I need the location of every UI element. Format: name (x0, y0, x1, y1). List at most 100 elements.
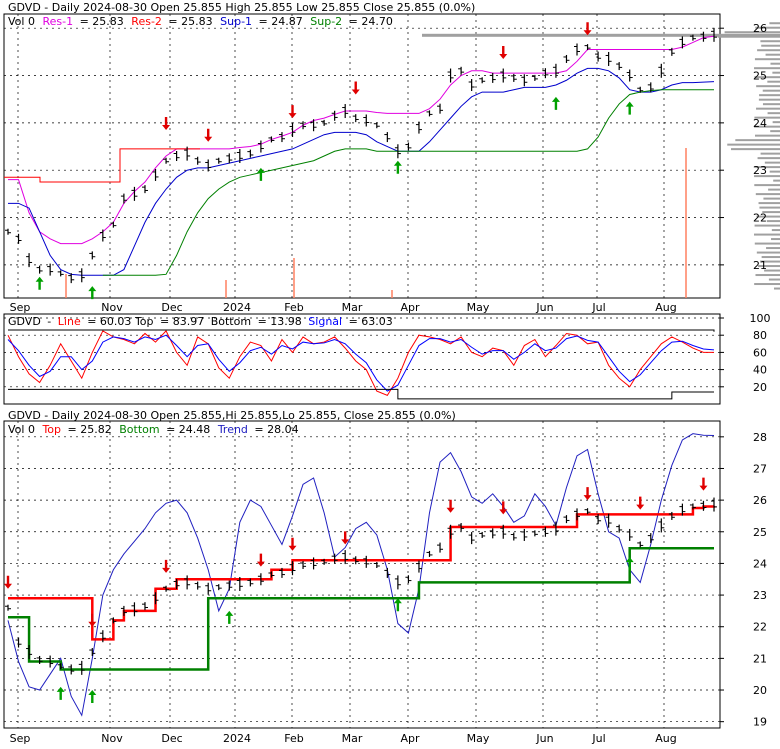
volume-profile-bar (755, 26, 780, 29)
series-bottom-line (8, 388, 714, 400)
series-bottom-line (8, 546, 714, 671)
down-arrow-icon (4, 575, 12, 589)
legend-bottom-value: = 13.98 (258, 315, 302, 328)
legend-top-label: Top (134, 315, 154, 328)
down-arrow-icon (446, 499, 455, 513)
x-tick-label: 2024 (223, 301, 251, 314)
volume-profile-bar (754, 175, 780, 178)
price-panel-title: GDVD - Daily 2024-08-30 Open 25.855 High… (8, 1, 475, 14)
volume-profile-bar (761, 256, 780, 259)
x-tick-label: Apr (400, 732, 420, 745)
volume-profile-bar (762, 89, 780, 92)
legend-sup2-label: Sup-2 (310, 15, 342, 28)
y-tick-label: 27 (753, 462, 767, 475)
y-tick-label: 80 (753, 329, 767, 342)
x-tick-label: Jun (535, 732, 553, 745)
up-arrow-icon (225, 610, 234, 624)
series-trend-line (7, 433, 715, 717)
volume-profile-bar (754, 233, 780, 236)
down-arrow-icon (351, 81, 360, 95)
volume-profile-bar (772, 71, 780, 74)
volume-profile-bar (754, 58, 780, 61)
y-tick-label: 23 (753, 164, 767, 177)
volume-profile-bar (758, 202, 780, 205)
legend-top-value: = 83.97 (160, 315, 204, 328)
y-tick-label: 28 (753, 431, 767, 444)
x-tick-label: May (467, 732, 490, 745)
x-tick-label: Feb (284, 732, 303, 745)
volume-profile-bar (767, 112, 780, 115)
y-tick-label: 22 (753, 212, 767, 225)
volume-profile-bar (422, 33, 780, 37)
series-line-line (7, 330, 714, 397)
volume-profile-bar (773, 179, 780, 182)
volume-profile-bar (757, 157, 780, 160)
up-arrow-icon (88, 690, 97, 704)
y-tick-label: 20 (753, 381, 767, 394)
legend-sup1-value: = 24.87 (259, 15, 303, 28)
y-tick-label: 23 (753, 589, 767, 602)
legend-line-value: = 60.03 (87, 315, 131, 328)
x-tick-label: Aug (655, 732, 676, 745)
down-arrow-icon (162, 559, 171, 573)
down-arrow-icon (499, 45, 508, 59)
volume-profile-bar (771, 229, 780, 232)
volume-profile-bar (754, 116, 780, 119)
volume-profile-bar (760, 152, 780, 155)
volume-profile-bar (769, 170, 780, 173)
volume-profile-bar (762, 211, 780, 214)
stoch-legend: GDVD - Line = 60.03 Top = 83.97 Bottom =… (8, 315, 393, 328)
volume-profile-bar (770, 62, 780, 65)
x-tick-label: Sep (10, 301, 31, 314)
y-tick-label: 21 (753, 652, 767, 665)
legend-signal-value: = 63.03 (349, 315, 393, 328)
volume-profile-bar (766, 220, 780, 223)
y-tick-label: 20 (753, 684, 767, 697)
legend-trend-bottom-label: Bottom (119, 423, 159, 436)
down-arrow-icon (204, 128, 213, 142)
volume-profile-bar (754, 76, 780, 79)
legend-res2-label: Res-2 (131, 15, 162, 28)
price-legend: Vol 0 Res-1 = 25.83 Res-2 = 25.83 Sup-1 … (8, 15, 393, 28)
volume-profile-bar (754, 125, 780, 128)
trend-panel: 19 20 21 22 23 24 25 26 27 28 Sep Nov Dec 2024 Feb Mar… (3, 409, 767, 745)
legend-res1-value: = 25.83 (80, 15, 124, 28)
volume-profile-bar (724, 31, 780, 34)
volume-profile-bar (754, 242, 780, 245)
series-top-line (8, 329, 715, 332)
legend-res1-label: Res-1 (42, 15, 73, 28)
volume-profile-bar (756, 85, 780, 88)
down-arrow-icon (583, 487, 592, 501)
volume-profile-bar (774, 287, 780, 290)
legend-signal-label: Signal (308, 315, 342, 328)
up-arrow-icon (551, 96, 560, 110)
volume-profile-bar (768, 278, 780, 281)
x-tick-label: May (467, 301, 490, 314)
series-signal-line (7, 334, 715, 392)
up-arrow-icon (393, 160, 402, 174)
trend-legend: Vol 0 Top = 25.82 Bottom = 24.48 Trend =… (8, 423, 299, 436)
x-tick-label: Nov (101, 732, 123, 745)
y-tick-label: 25 (753, 526, 767, 539)
volume-profile-bar (771, 238, 780, 241)
x-tick-label: Jul (591, 301, 605, 314)
down-arrow-icon (341, 531, 350, 545)
series-top-line (8, 505, 716, 641)
volume-profile-bar (756, 251, 780, 254)
volume-profile-bar (757, 49, 780, 52)
legend-bottom-label: Bottom (211, 315, 251, 328)
legend-trend-bottom-value: = 24.48 (166, 423, 210, 436)
legend-res2-value: = 25.83 (168, 15, 212, 28)
volume-profile-bar (755, 166, 780, 169)
volume-profile-bar (765, 53, 780, 56)
down-arrow-icon (583, 22, 592, 36)
volume-profile-bar (766, 247, 780, 250)
y-tick-label: 22 (753, 621, 767, 634)
volume-profile-bar (756, 215, 780, 218)
series-res-2-line (4, 148, 200, 183)
down-arrow-icon (256, 553, 265, 567)
x-tick-label: Jul (591, 732, 605, 745)
y-tick-label: 60 (753, 346, 767, 359)
